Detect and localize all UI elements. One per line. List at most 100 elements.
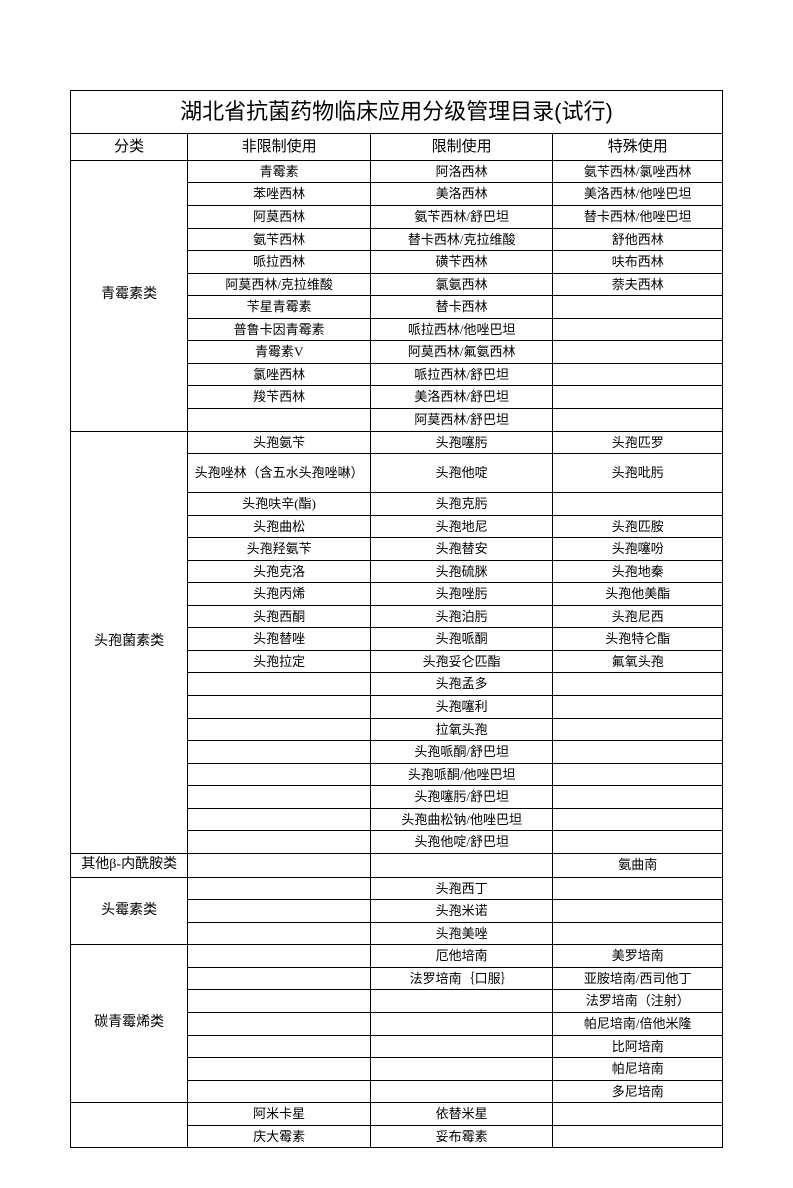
drug-table: 湖北省抗菌药物临床应用分级管理目录(试行)分类非限制使用限制使用特殊使用青霉素类… — [70, 90, 723, 1148]
cell-4-4-0 — [188, 1035, 371, 1058]
cell-4-5-2: 帕尼培南 — [553, 1058, 723, 1081]
cell-0-3-1: 替卡西林/克拉维酸 — [370, 228, 553, 251]
header-col-1: 非限制使用 — [188, 133, 371, 160]
cell-0-8-2 — [553, 341, 723, 364]
cell-3-0-2 — [553, 877, 723, 900]
cell-0-10-0: 羧苄西林 — [188, 386, 371, 409]
cell-0-4-0: 哌拉西林 — [188, 251, 371, 274]
category-2: 其他β-内酰胺类 — [71, 853, 188, 877]
cell-3-2-2 — [553, 922, 723, 945]
cell-0-5-1: 氯氨西林 — [370, 273, 553, 296]
cell-4-5-1 — [370, 1058, 553, 1081]
cell-1-8-2: 头孢特仑酯 — [553, 628, 723, 651]
cell-4-5-0 — [188, 1058, 371, 1081]
category-3: 头霉素类 — [71, 877, 188, 945]
cell-1-16-2 — [553, 808, 723, 831]
table-title: 湖北省抗菌药物临床应用分级管理目录(试行) — [71, 91, 723, 134]
cell-3-0-1: 头孢西丁 — [370, 877, 553, 900]
cell-1-10-0 — [188, 673, 371, 696]
cell-2-0-2: 氨曲南 — [553, 853, 723, 877]
cell-5-1-2 — [553, 1125, 723, 1148]
cell-3-1-2 — [553, 900, 723, 923]
cell-4-2-0 — [188, 990, 371, 1013]
cell-5-1-0: 庆大霉素 — [188, 1125, 371, 1148]
cell-1-14-2 — [553, 763, 723, 786]
cell-1-15-2 — [553, 786, 723, 809]
cell-4-6-2: 多尼培南 — [553, 1080, 723, 1103]
cell-4-3-0 — [188, 1012, 371, 1035]
cell-1-5-0: 头孢克洛 — [188, 560, 371, 583]
cell-0-11-2 — [553, 408, 723, 431]
cell-1-10-2 — [553, 673, 723, 696]
header-col-2: 限制使用 — [370, 133, 553, 160]
cell-0-8-1: 阿莫西林/氟氨西林 — [370, 341, 553, 364]
cell-1-13-1: 头孢哌酮/舒巴坦 — [370, 741, 553, 764]
cell-1-5-1: 头孢硫脒 — [370, 560, 553, 583]
cell-0-7-1: 哌拉西林/他唑巴坦 — [370, 318, 553, 341]
cell-0-0-2: 氨苄西林/氯唑西林 — [553, 160, 723, 183]
cell-1-17-1: 头孢他啶/舒巴坦 — [370, 831, 553, 854]
cell-0-2-2: 替卡西林/他唑巴坦 — [553, 206, 723, 229]
cell-0-1-1: 美洛西林 — [370, 183, 553, 206]
cell-1-16-1: 头孢曲松钠/他唑巴坦 — [370, 808, 553, 831]
cell-1-14-0 — [188, 763, 371, 786]
cell-1-7-1: 头孢泊肟 — [370, 605, 553, 628]
cell-4-6-0 — [188, 1080, 371, 1103]
cell-4-3-2: 帕尼培南/倍他米隆 — [553, 1012, 723, 1035]
cell-1-17-0 — [188, 831, 371, 854]
cell-4-1-1: 法罗培南｛口服｝ — [370, 967, 553, 990]
cell-1-8-0: 头孢替唑 — [188, 628, 371, 651]
cell-3-1-0 — [188, 900, 371, 923]
page: 湖北省抗菌药物临床应用分级管理目录(试行)分类非限制使用限制使用特殊使用青霉素类… — [0, 0, 793, 1188]
cell-0-2-0: 阿莫西林 — [188, 206, 371, 229]
cell-1-6-0: 头孢丙烯 — [188, 583, 371, 606]
cell-1-1-2: 头孢吡肟 — [553, 454, 723, 493]
cell-0-9-2 — [553, 363, 723, 386]
cell-1-10-1: 头孢孟多 — [370, 673, 553, 696]
cell-5-1-1: 妥布霉素 — [370, 1125, 553, 1148]
cell-1-0-0: 头孢氨苄 — [188, 431, 371, 454]
cell-1-3-0: 头孢曲松 — [188, 515, 371, 538]
cell-1-3-1: 头孢地尼 — [370, 515, 553, 538]
cell-2-0-1 — [370, 853, 553, 877]
cell-3-1-1: 头孢米诺 — [370, 900, 553, 923]
cell-1-4-0: 头孢羟氨苄 — [188, 538, 371, 561]
cell-0-3-0: 氨苄西林 — [188, 228, 371, 251]
cell-4-2-2: 法罗培南（注射） — [553, 990, 723, 1013]
header-col-0: 分类 — [71, 133, 188, 160]
cell-0-0-1: 阿洛西林 — [370, 160, 553, 183]
cell-4-1-0 — [188, 967, 371, 990]
category-4: 碳青霉烯类 — [71, 945, 188, 1103]
category-5 — [71, 1103, 188, 1148]
cell-1-11-2 — [553, 695, 723, 718]
category-1: 头孢菌素类 — [71, 431, 188, 853]
cell-1-0-2: 头孢匹罗 — [553, 431, 723, 454]
cell-3-2-0 — [188, 922, 371, 945]
cell-0-1-2: 美洛西林/他唑巴坦 — [553, 183, 723, 206]
cell-1-11-0 — [188, 695, 371, 718]
cell-3-0-0 — [188, 877, 371, 900]
cell-0-11-1: 阿莫西林/舒巴坦 — [370, 408, 553, 431]
cell-0-6-1: 替卡西林 — [370, 296, 553, 319]
cell-1-12-1: 拉氧头孢 — [370, 718, 553, 741]
cell-0-7-0: 普鲁卡因青霉素 — [188, 318, 371, 341]
category-0: 青霉素类 — [71, 160, 188, 431]
cell-3-2-1: 头孢美唑 — [370, 922, 553, 945]
cell-0-5-2: 萘夫西林 — [553, 273, 723, 296]
cell-1-13-2 — [553, 741, 723, 764]
cell-1-9-0: 头孢拉定 — [188, 650, 371, 673]
cell-1-11-1: 头孢噻利 — [370, 695, 553, 718]
cell-1-15-0 — [188, 786, 371, 809]
cell-1-8-1: 头孢哌酮 — [370, 628, 553, 651]
cell-1-12-2 — [553, 718, 723, 741]
cell-1-0-1: 头孢噻肟 — [370, 431, 553, 454]
cell-1-16-0 — [188, 808, 371, 831]
cell-1-1-0: 头孢唑林（含五水头孢唑啉） — [188, 454, 371, 493]
cell-4-0-0 — [188, 945, 371, 968]
cell-0-6-0: 苄星青霉素 — [188, 296, 371, 319]
cell-1-5-2: 头孢地秦 — [553, 560, 723, 583]
cell-2-0-0 — [188, 853, 371, 877]
cell-0-9-0: 氯唑西林 — [188, 363, 371, 386]
cell-0-10-1: 美洛西林/舒巴坦 — [370, 386, 553, 409]
cell-0-1-0: 苯唑西林 — [188, 183, 371, 206]
